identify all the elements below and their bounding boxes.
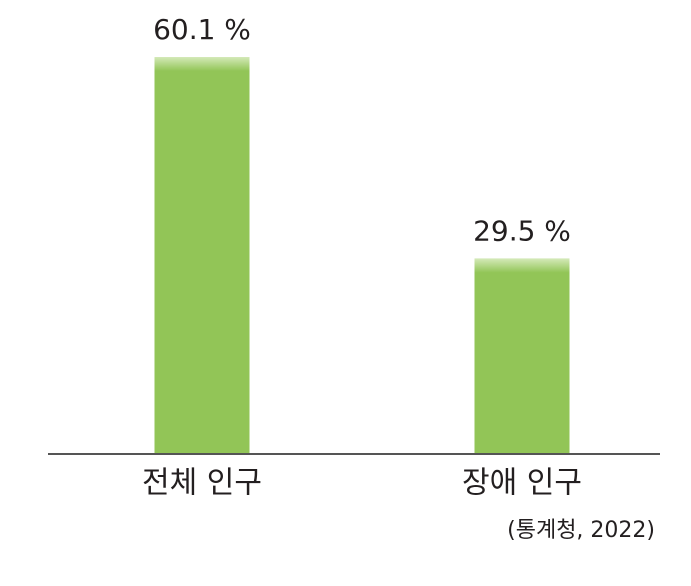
value-label: 60.1 % [153,13,251,46]
source-note: (통계청, 2022) [507,518,655,543]
x-tick-label: 장애 인구 [462,466,582,501]
bar [474,258,570,453]
bar [154,57,250,453]
x-tick-label: 전체 인구 [142,466,262,501]
value-label: 29.5 % [473,215,571,248]
bar-highlight [154,57,250,71]
bar-highlight [474,258,570,273]
